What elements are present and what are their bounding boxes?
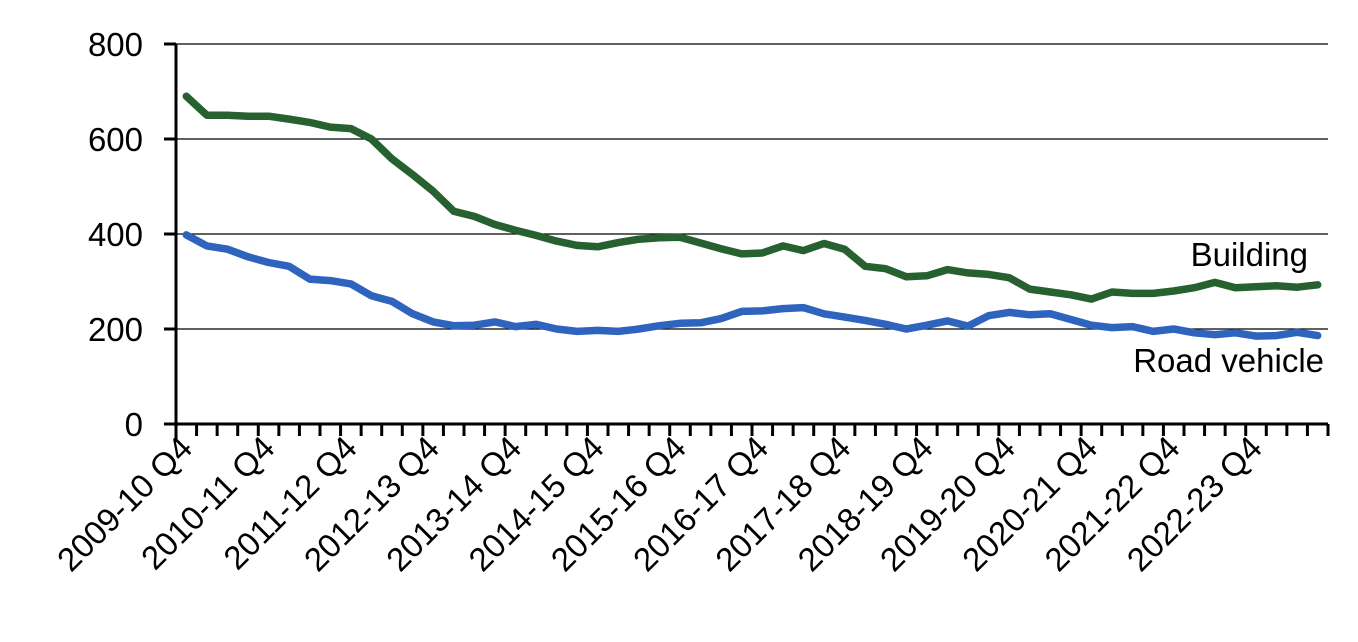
y-axis: 0 200 400 600 800 [88, 26, 178, 443]
y-tick-label: 0 [125, 406, 143, 443]
y-tick-label: 600 [88, 121, 143, 158]
series-line-building [182, 92, 1322, 303]
y-tick-label: 800 [88, 26, 143, 63]
series-lines [182, 92, 1322, 340]
series-label-road-vehicle: Road vehicle [1133, 342, 1324, 379]
y-tick-label: 400 [88, 216, 143, 253]
series-label-building: Building [1191, 236, 1308, 273]
y-tick-label: 200 [88, 311, 143, 348]
series-line-road-vehicle [182, 231, 1322, 340]
